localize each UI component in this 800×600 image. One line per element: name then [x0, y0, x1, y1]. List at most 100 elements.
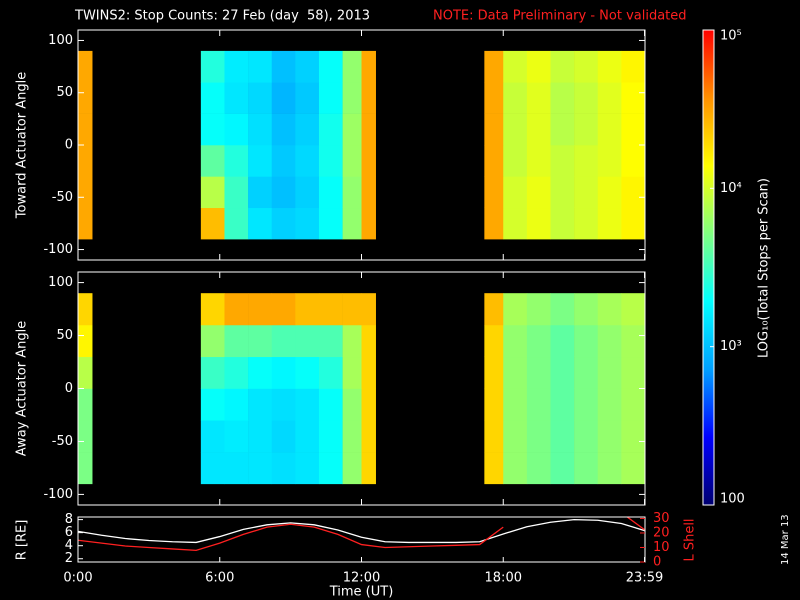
heat-cell: [503, 324, 528, 358]
heat-cell: [271, 356, 296, 389]
heat-cell: [271, 420, 296, 453]
heat-cell: [342, 452, 362, 485]
heat-cell: [342, 145, 362, 177]
heat-cell: [318, 293, 343, 326]
heat-cell: [200, 113, 225, 146]
heat-cell: [224, 293, 249, 326]
heat-cell: [621, 113, 646, 146]
heat-cell: [550, 452, 575, 485]
heat-cell: [342, 324, 362, 358]
heat-cell: [597, 82, 622, 114]
x-tick-label: 23:59: [626, 571, 663, 586]
heat-cell: [200, 452, 225, 485]
y-tick-label: -100: [43, 242, 73, 257]
heat-cell: [200, 324, 225, 358]
y2-axis-title: L Shell: [683, 518, 698, 561]
heat-cell: [200, 420, 225, 453]
heat-cell: [484, 176, 504, 209]
heat-cell: [597, 113, 622, 146]
heat-cell: [342, 50, 362, 83]
heat-cell: [78, 388, 93, 421]
colorbar-title: LOG₁₀(Total Stops per Scan): [757, 178, 772, 358]
heat-cell: [550, 50, 575, 83]
heat-cell: [550, 113, 575, 146]
heat-cell: [484, 207, 504, 240]
heat-cell: [361, 82, 376, 114]
heat-cell: [342, 176, 362, 209]
heat-cell: [574, 82, 599, 114]
y-axis-title: R [RE]: [15, 520, 30, 561]
heat-cell: [342, 82, 362, 114]
heat-cell: [597, 324, 622, 358]
heat-cell: [621, 145, 646, 177]
heat-cell: [526, 145, 551, 177]
x-tick-label: 0:00: [63, 571, 92, 586]
heat-cell: [526, 452, 551, 485]
heat-cell: [621, 452, 646, 485]
heat-cell: [484, 50, 504, 83]
heat-cell: [526, 113, 551, 146]
heat-cell: [503, 176, 528, 209]
heat-cell: [271, 207, 296, 240]
heat-cell: [574, 452, 599, 485]
heat-cell: [295, 356, 320, 389]
heat-cell: [550, 145, 575, 177]
heat-cell: [574, 145, 599, 177]
heat-cell: [621, 207, 646, 240]
heat-cell: [574, 113, 599, 146]
y-tick-label: 8: [65, 512, 73, 527]
heat-cell: [361, 113, 376, 146]
heat-cell: [318, 50, 343, 83]
heat-cell: [597, 293, 622, 326]
heat-cell: [342, 388, 362, 421]
heat-cell: [361, 293, 376, 326]
x-tick-label: 12:00: [343, 571, 380, 586]
y-tick-label: 100: [48, 275, 73, 290]
heat-cell: [621, 356, 646, 389]
heat-cell: [361, 388, 376, 421]
heat-cell: [574, 293, 599, 326]
heat-cell: [484, 388, 504, 421]
heat-cell: [224, 82, 249, 114]
y-tick-label: 100: [48, 33, 73, 48]
heat-cell: [550, 293, 575, 326]
heat-cell: [484, 420, 504, 453]
heat-cell: [574, 324, 599, 358]
y-axis-title: Toward Actuator Angle: [15, 72, 30, 219]
heat-cell: [248, 145, 273, 177]
heat-cell: [78, 82, 93, 114]
heat-cell: [295, 113, 320, 146]
colorbar-tick-label: 10³: [720, 339, 742, 354]
heat-cell: [361, 324, 376, 358]
plot-frame: [77, 516, 646, 563]
heat-cell: [295, 420, 320, 453]
y2-tick-label: 20: [653, 525, 670, 540]
heat-cell: [574, 207, 599, 240]
heat-cell: [621, 176, 646, 209]
colorbar-tick-label: 10⁴: [720, 181, 742, 196]
heat-cell: [361, 420, 376, 453]
y-tick-label: 2: [65, 551, 73, 566]
heat-cell: [550, 207, 575, 240]
heat-cell: [503, 113, 528, 146]
heat-cell: [318, 420, 343, 453]
heat-cell: [550, 388, 575, 421]
heat-cell: [200, 82, 225, 114]
heat-cell: [550, 356, 575, 389]
heat-cell: [295, 324, 320, 358]
heat-cell: [621, 293, 646, 326]
heat-cell: [248, 50, 273, 83]
heat-cell: [78, 145, 93, 177]
heat-cell: [248, 420, 273, 453]
heat-cell: [342, 113, 362, 146]
heat-cell: [224, 176, 249, 209]
heat-cell: [248, 388, 273, 421]
heat-cell: [526, 176, 551, 209]
heat-cell: [78, 207, 93, 240]
heat-cell: [318, 113, 343, 146]
heat-cell: [318, 356, 343, 389]
heat-cell: [361, 207, 376, 240]
heat-cell: [361, 145, 376, 177]
x-tick-label: 18:00: [485, 571, 522, 586]
